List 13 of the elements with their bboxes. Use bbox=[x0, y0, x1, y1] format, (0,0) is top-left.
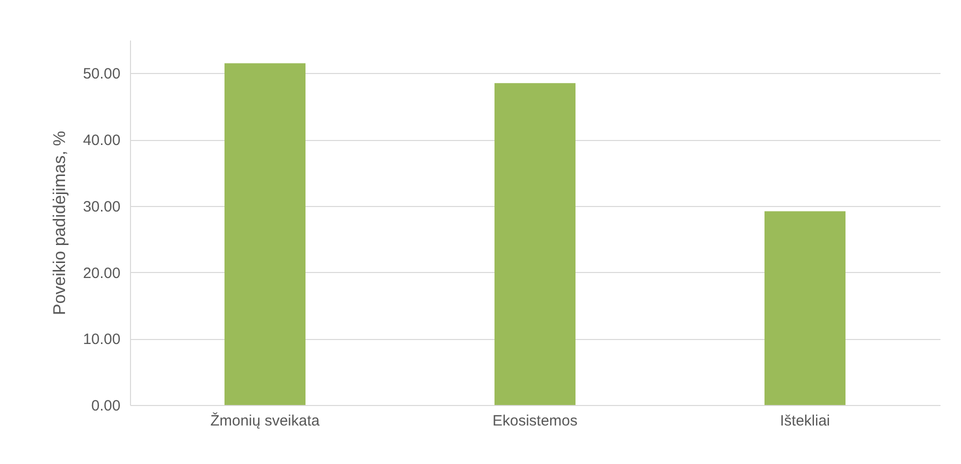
x-tick-label: Ištekliai bbox=[780, 412, 830, 430]
y-tick-label: 10.00 bbox=[82, 331, 120, 348]
y-tick-label: 0.00 bbox=[91, 398, 120, 414]
x-tick-label: Žmonių sveikata bbox=[210, 412, 320, 430]
x-tick-label: Ekosistemos bbox=[492, 412, 578, 430]
y-tick-label: 20.00 bbox=[82, 264, 120, 282]
bar bbox=[764, 211, 846, 405]
y-tick-label: 30.00 bbox=[82, 198, 120, 216]
y-axis-title: Poveikio padidėjimas, % bbox=[50, 130, 69, 316]
bar bbox=[224, 63, 306, 405]
y-tick-label: 50.00 bbox=[82, 66, 120, 83]
bar bbox=[494, 83, 576, 405]
y-tick-label: 40.00 bbox=[82, 132, 120, 150]
